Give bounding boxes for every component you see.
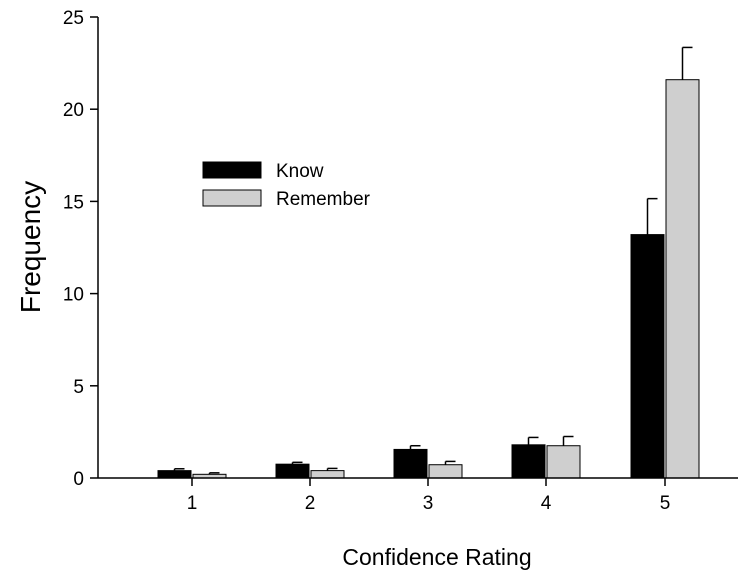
x-tick-label: 4 [541, 493, 552, 514]
bar-know-1 [157, 470, 192, 479]
y-ticks: 0 5 10 15 20 25 [63, 8, 98, 490]
bar-remember-2 [310, 470, 345, 479]
legend-swatch-know [202, 161, 262, 179]
x-tick-label: 2 [305, 493, 316, 514]
bar-remember-4 [546, 445, 581, 479]
y-axis-title: Frequency [15, 181, 46, 313]
y-tick-label: 20 [63, 100, 84, 121]
legend-label-remember: Remember [276, 189, 371, 210]
legend-swatch-remember [202, 189, 262, 207]
legend: Know Remember [202, 161, 371, 210]
bar-know-3 [393, 448, 428, 479]
x-axis-title: Confidence Rating [342, 544, 531, 570]
y-tick-label: 0 [73, 469, 84, 490]
bars-layer [157, 79, 700, 479]
x-tick-label: 3 [423, 493, 434, 514]
bar-know-5 [630, 234, 665, 479]
bar-know-4 [511, 444, 546, 479]
x-tick-label: 1 [187, 493, 198, 514]
axes [97, 17, 738, 479]
x-tick-label: 5 [660, 493, 671, 514]
y-tick-label: 5 [73, 377, 84, 398]
y-tick-label: 15 [63, 192, 84, 213]
error-bars-layer [173, 46, 693, 475]
bar-know-2 [275, 463, 310, 479]
bar-remember-5 [665, 79, 700, 479]
x-ticks: 1 2 3 4 5 [187, 478, 671, 514]
y-tick-label: 25 [63, 8, 84, 29]
bar-remember-3 [428, 464, 463, 479]
y-tick-label: 10 [63, 285, 84, 306]
legend-label-know: Know [276, 161, 324, 182]
